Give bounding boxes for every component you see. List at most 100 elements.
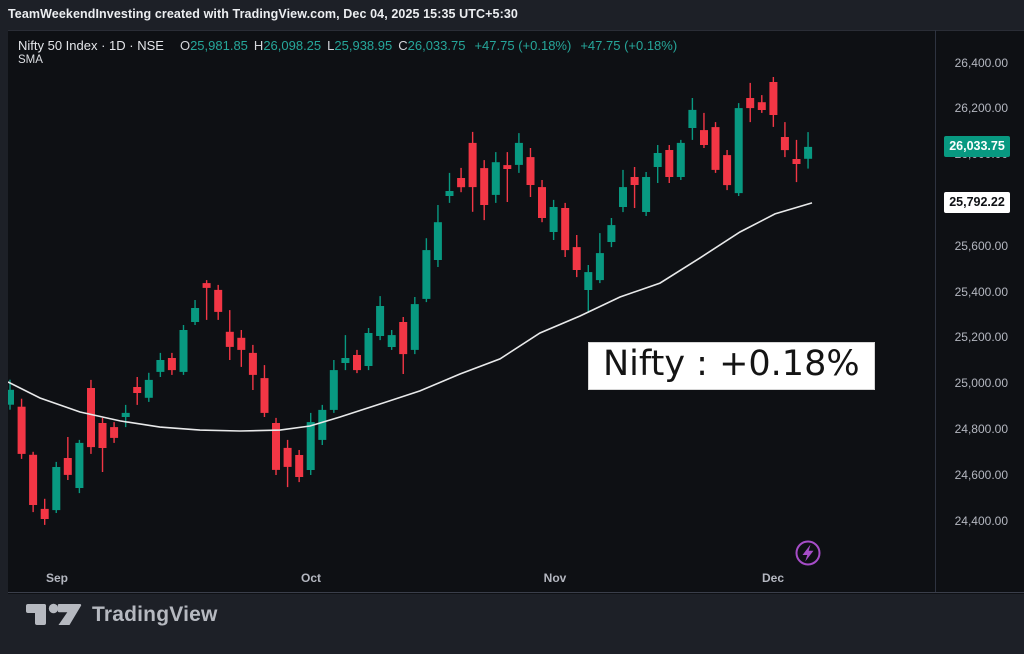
candle-body [75, 442, 84, 488]
close-label: C [398, 38, 408, 53]
candle-body [595, 253, 604, 281]
candle-body [433, 222, 442, 260]
candle-body [329, 370, 338, 410]
change-value: +47.75 (+0.18%) [474, 38, 572, 53]
high-label: H [253, 38, 264, 53]
month-tick-label: Nov [543, 571, 567, 585]
sma-indicator-label[interactable]: SMA [18, 54, 43, 66]
chart-legend[interactable]: Nifty 50 Index · 1D · NSE O25,981.85 H26,0… [18, 38, 677, 53]
candle-body [144, 379, 153, 398]
candle-body [399, 322, 408, 355]
price-tick-label: 24,800.00 [954, 421, 1008, 436]
candle-body [318, 409, 327, 440]
candle-body [734, 108, 743, 194]
close-value: 26,033.75 [407, 38, 466, 53]
change-value-2: +47.75 (+0.18%) [580, 38, 678, 53]
price-tick-label: 25,600.00 [954, 238, 1008, 253]
candle-body [804, 146, 813, 159]
candle-body [676, 142, 685, 177]
price-tick-label: 26,200.00 [954, 101, 1008, 116]
candle-body [642, 177, 651, 212]
candle-body [225, 331, 234, 347]
candle-body [711, 127, 720, 170]
price-tick-label: 25,400.00 [954, 284, 1008, 299]
candle-body [272, 423, 280, 470]
open-label: O [179, 38, 191, 53]
candle-body [630, 177, 639, 185]
month-tick-label: Sep [45, 571, 69, 585]
candle-body [110, 427, 119, 438]
month-tick-label: Oct [300, 571, 322, 585]
open-value: 25,981.85 [190, 38, 248, 53]
candle-body [422, 250, 431, 299]
candle-body [584, 272, 593, 290]
candle-body [191, 308, 200, 322]
candle-body [457, 178, 466, 188]
month-tick-label: Dec [761, 571, 785, 585]
candle-body [468, 142, 477, 188]
nifty-change-annotation: Nifty : +0.18% [588, 342, 875, 390]
tradingview-branding[interactable]: TradingView [26, 601, 218, 629]
candle-body [237, 337, 246, 350]
attribution-text: TeamWeekendInvesting created with Tradin… [8, 7, 518, 21]
tradingview-brand-name: TradingView [92, 603, 218, 626]
low-value: 25,938.95 [334, 38, 393, 53]
candle-body [179, 330, 188, 372]
time-axis-separator [8, 592, 1024, 593]
price-tick-label: 25,000.00 [954, 376, 1008, 391]
candle-body [561, 208, 570, 251]
candle-body [410, 304, 419, 350]
low-label: L [327, 38, 335, 53]
candle-body [295, 455, 304, 477]
candle-body [353, 355, 361, 371]
candle-body [688, 109, 697, 128]
candle-body [341, 358, 350, 363]
sma-line [8, 202, 813, 432]
sma-value-badge: 25,792.22 [944, 191, 1010, 213]
last-price-badge: 26,033.75 [944, 136, 1010, 158]
candle-body [98, 423, 107, 448]
candle-body [746, 98, 755, 109]
candle-body [619, 187, 627, 207]
lightning-bolt-icon[interactable] [795, 540, 821, 566]
candle-body [445, 191, 454, 196]
candle-body [133, 387, 142, 393]
candle-body [514, 142, 523, 165]
candle-body [503, 165, 512, 169]
candle-body [8, 389, 14, 405]
candle-body [387, 335, 396, 347]
chart-panel [8, 30, 1024, 594]
candle-body [364, 333, 373, 366]
candle-body [40, 508, 49, 519]
candle-body [29, 454, 38, 505]
price-tick-label: 26,400.00 [954, 55, 1008, 70]
candle-body [52, 467, 61, 511]
candle-body [665, 150, 674, 177]
candle-body [202, 283, 211, 288]
candle-body [376, 306, 385, 336]
price-tick-label: 25,200.00 [954, 330, 1008, 345]
candle-body [769, 82, 778, 115]
candle-body [549, 207, 558, 232]
candle-body [723, 155, 732, 186]
candle-body [121, 412, 130, 417]
candle-body [653, 153, 662, 167]
candle-body [283, 447, 292, 467]
candle-body [214, 289, 223, 312]
symbol-title[interactable]: Nifty 50 Index · 1D · NSE [18, 38, 164, 53]
candle-body [167, 358, 176, 371]
candle-body [607, 225, 616, 242]
candle-body [306, 422, 315, 470]
high-value: 26,098.25 [263, 38, 322, 53]
price-tick-label: 24,400.00 [954, 513, 1008, 528]
candle-body [792, 159, 801, 164]
candle-body [156, 360, 165, 372]
candle-body [260, 378, 269, 413]
candle-body [63, 458, 72, 475]
candle-body [538, 187, 546, 218]
price-axis-separator [935, 30, 936, 593]
candle-body [491, 162, 500, 195]
candle-body [87, 388, 95, 448]
candle-body [480, 168, 489, 205]
